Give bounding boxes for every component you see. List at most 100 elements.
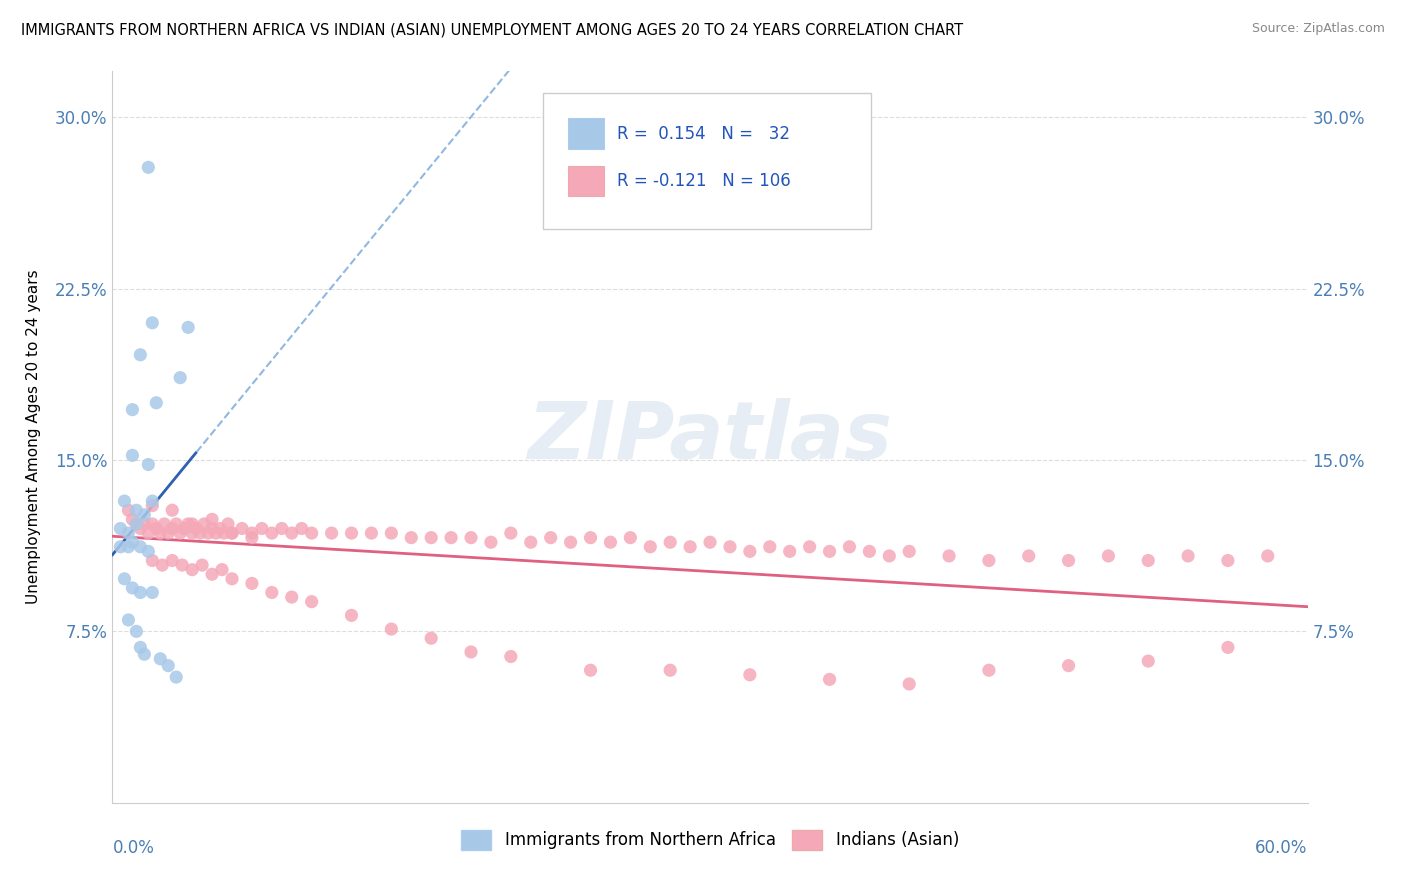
Point <box>380 622 402 636</box>
Point <box>121 449 143 463</box>
Point <box>340 526 363 541</box>
Point <box>1097 549 1119 563</box>
Point <box>134 516 156 531</box>
Point <box>153 516 176 531</box>
Point <box>209 521 232 535</box>
Point <box>114 494 135 508</box>
Point <box>129 540 152 554</box>
Point <box>138 526 160 541</box>
Point <box>291 521 314 535</box>
Point <box>197 526 219 541</box>
Point <box>879 549 901 563</box>
FancyBboxPatch shape <box>568 118 603 149</box>
Point <box>1257 549 1279 563</box>
Point <box>221 526 243 541</box>
Point <box>172 558 194 573</box>
Point <box>181 526 204 541</box>
Point <box>117 526 139 541</box>
Point <box>165 670 187 684</box>
Point <box>898 544 921 558</box>
Point <box>420 632 443 646</box>
Point <box>188 526 211 541</box>
Point <box>145 521 167 535</box>
Point <box>125 503 148 517</box>
Point <box>599 535 621 549</box>
Point <box>162 503 183 517</box>
Point <box>738 667 761 681</box>
Point <box>141 553 163 567</box>
Point <box>169 526 191 541</box>
Point <box>157 658 180 673</box>
Point <box>181 563 204 577</box>
Point <box>125 516 148 531</box>
Point <box>141 316 163 330</box>
Point <box>217 516 239 531</box>
Point <box>129 640 152 655</box>
Point <box>1018 549 1040 563</box>
Point <box>499 526 522 541</box>
Point <box>679 540 702 554</box>
Point <box>321 526 343 541</box>
Point <box>401 531 423 545</box>
Point <box>759 540 782 554</box>
Point <box>977 553 1000 567</box>
Point <box>231 521 253 535</box>
Point <box>499 649 522 664</box>
Point <box>460 531 482 545</box>
Point <box>141 494 163 508</box>
Point <box>340 608 363 623</box>
Point <box>440 531 463 545</box>
Point <box>191 558 214 573</box>
Point <box>201 567 224 582</box>
Point <box>560 535 582 549</box>
Point <box>460 645 482 659</box>
Point <box>117 613 139 627</box>
Point <box>779 544 801 558</box>
Point <box>125 624 148 639</box>
Point <box>165 516 187 531</box>
Text: Source: ZipAtlas.com: Source: ZipAtlas.com <box>1251 22 1385 36</box>
Point <box>129 348 152 362</box>
Point <box>141 516 163 531</box>
Point <box>270 521 292 535</box>
Point <box>121 512 143 526</box>
Point <box>1057 658 1080 673</box>
Text: ZIPatlas: ZIPatlas <box>527 398 893 476</box>
Point <box>149 652 172 666</box>
Point <box>117 540 139 554</box>
Point <box>186 521 208 535</box>
Point <box>129 585 152 599</box>
Point <box>360 526 382 541</box>
Text: R = -0.121   N = 106: R = -0.121 N = 106 <box>617 172 790 190</box>
Point <box>281 590 304 604</box>
Legend: Immigrants from Northern Africa, Indians (Asian): Immigrants from Northern Africa, Indians… <box>454 823 966 856</box>
Point <box>211 563 233 577</box>
Point <box>173 521 195 535</box>
Text: 0.0%: 0.0% <box>112 839 155 857</box>
Point <box>818 544 841 558</box>
Point <box>193 516 215 531</box>
Point <box>1177 549 1199 563</box>
Point <box>250 521 273 535</box>
Point <box>240 576 263 591</box>
Point <box>149 526 172 541</box>
Point <box>157 526 180 541</box>
Point <box>301 526 323 541</box>
Point <box>977 663 1000 677</box>
Point <box>659 663 682 677</box>
Point <box>110 521 132 535</box>
Point <box>134 508 156 522</box>
Text: 60.0%: 60.0% <box>1256 839 1308 857</box>
Point <box>640 540 662 554</box>
Point <box>221 526 243 541</box>
Point <box>301 595 323 609</box>
Point <box>138 544 160 558</box>
FancyBboxPatch shape <box>543 94 872 228</box>
Point <box>479 535 502 549</box>
Point <box>1137 553 1160 567</box>
Point <box>260 526 283 541</box>
Point <box>141 585 163 599</box>
Point <box>738 544 761 558</box>
Point <box>818 673 841 687</box>
Point <box>420 531 443 545</box>
